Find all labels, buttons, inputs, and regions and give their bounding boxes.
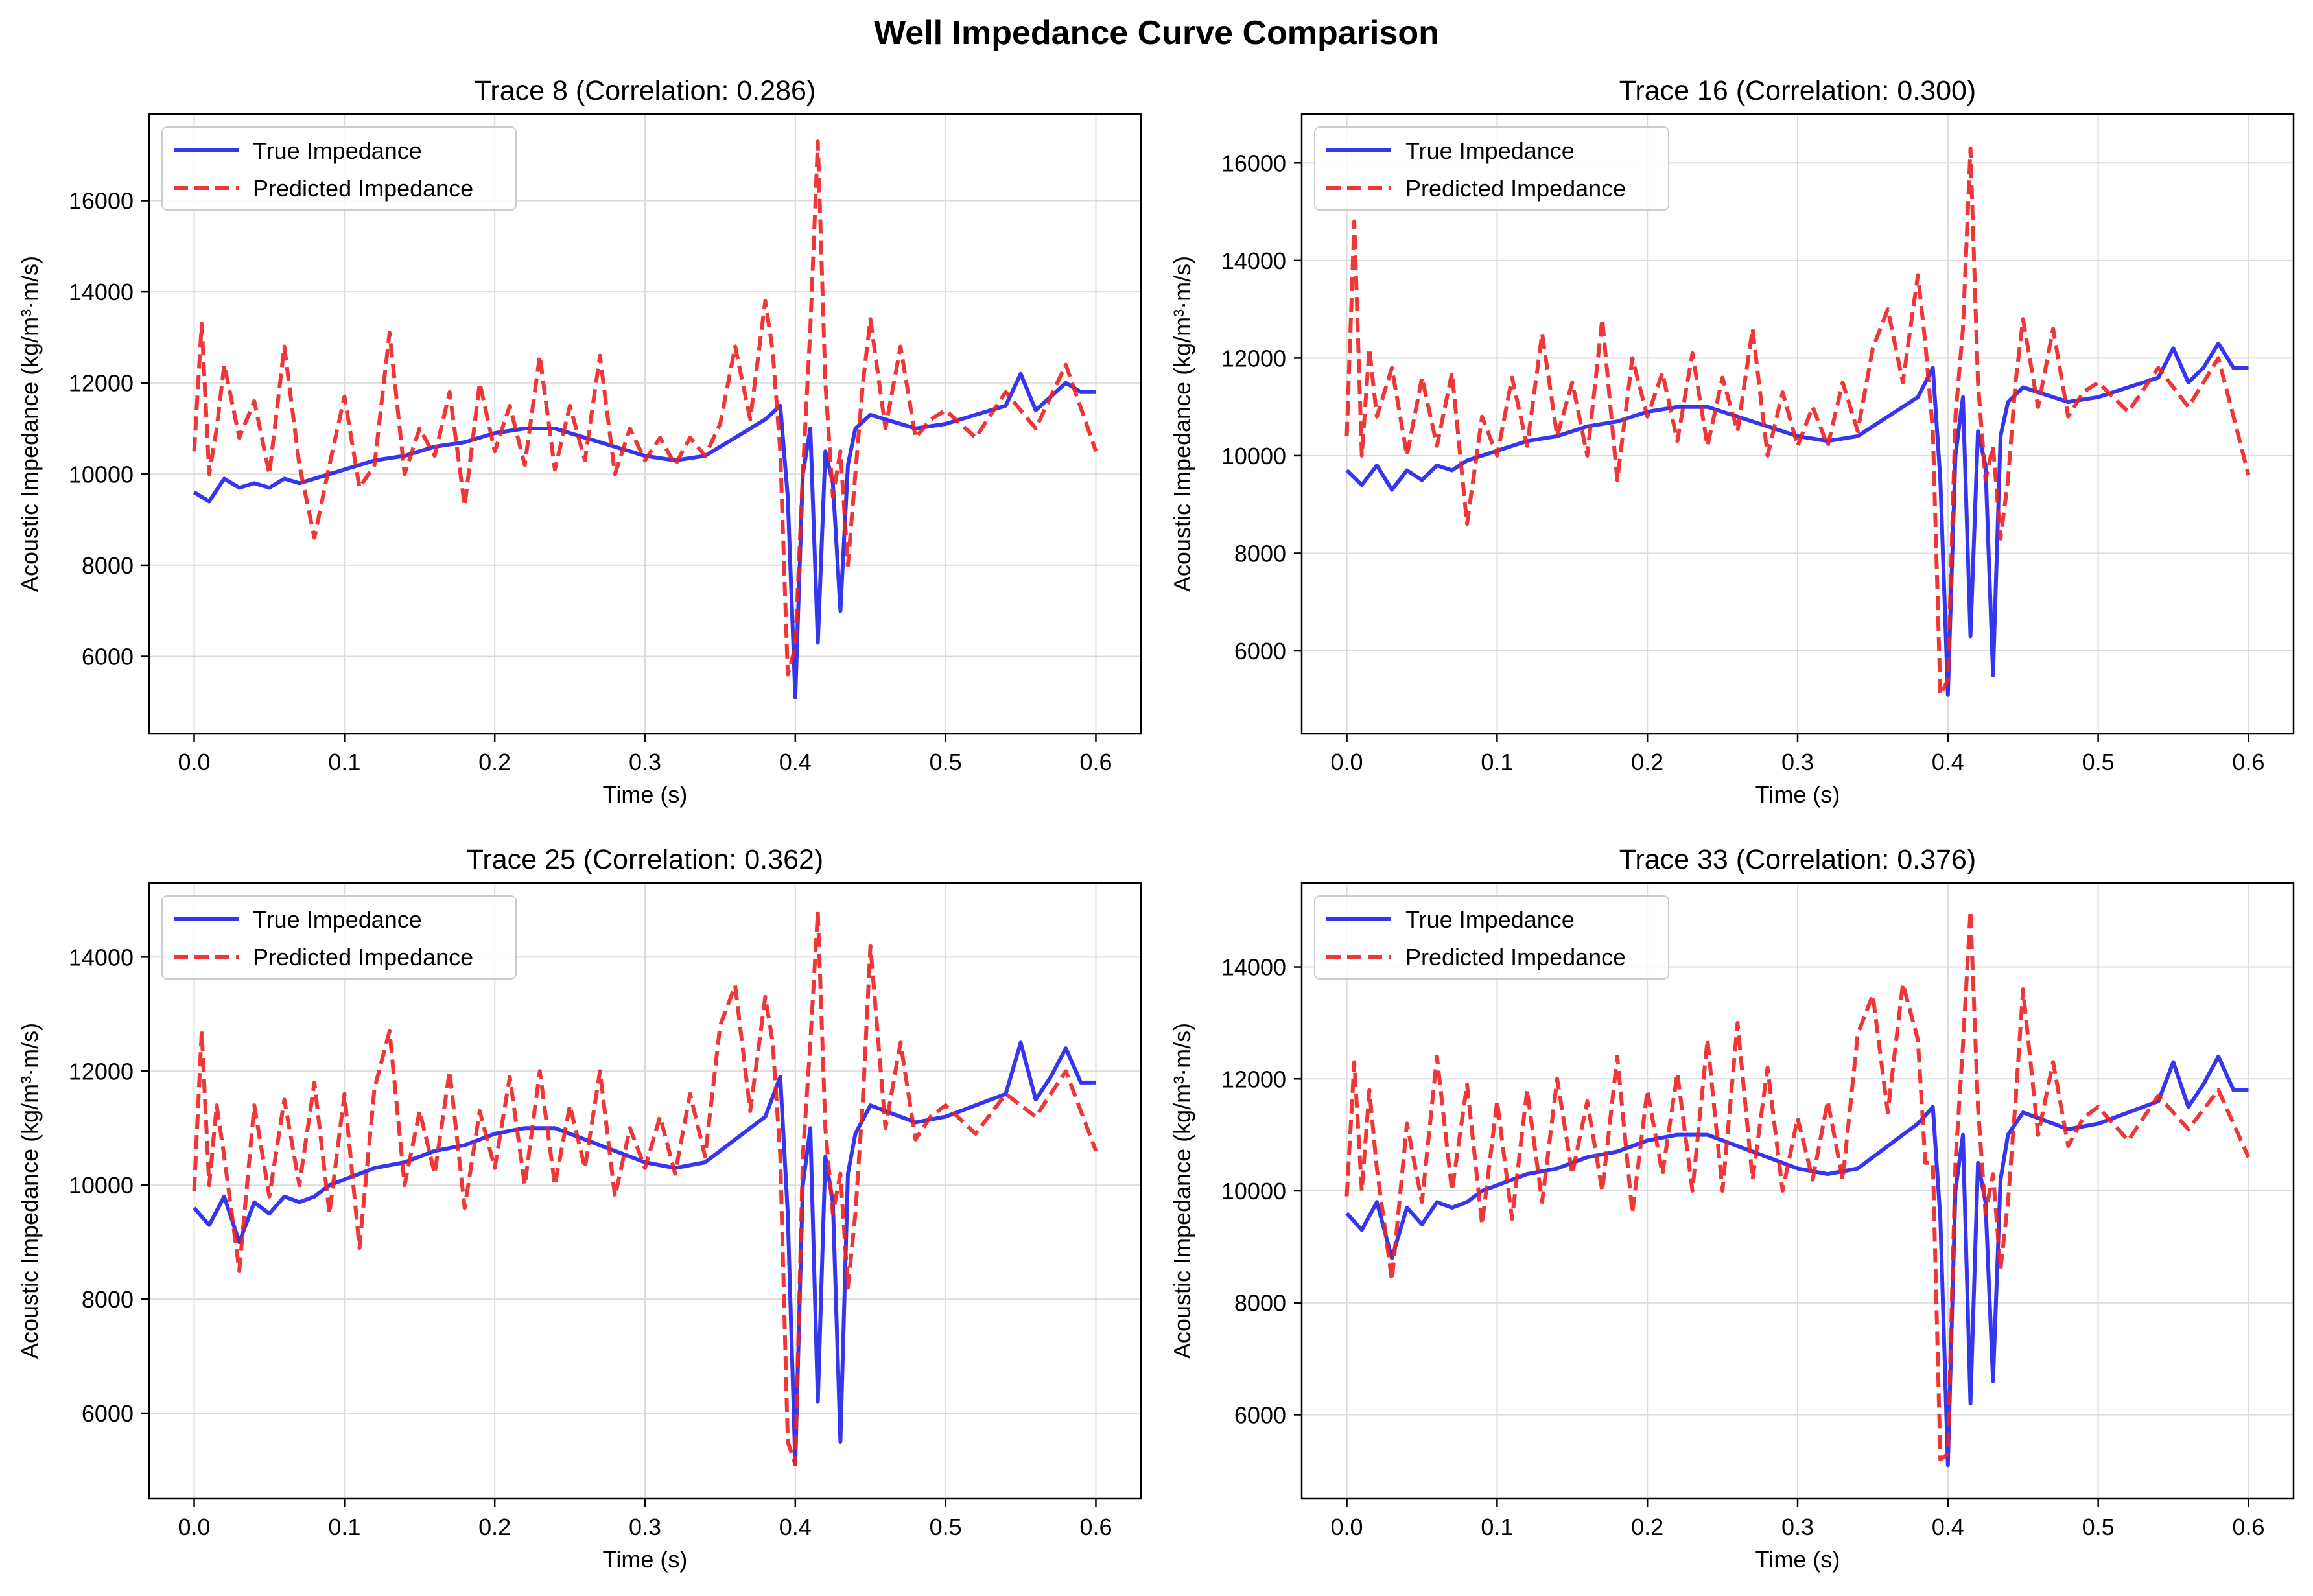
y-axis-label: Acoustic Impedance (kg/m³·m/s) (1169, 1023, 1195, 1359)
y-tick-label: 6000 (1234, 1402, 1286, 1428)
x-tick-label: 0.5 (930, 1514, 962, 1540)
y-tick-label: 12000 (1221, 345, 1286, 371)
x-tick-label: 0.6 (2232, 1514, 2264, 1540)
subplot-4: 0.0 0.1 0.2 0.3 0.4 0.5 0.6 6000 8000 10000 12000 1… (1169, 844, 2295, 1573)
subplot-title: Trace 25 (Correlation: 0.362) (467, 844, 824, 875)
subplot-1: 0.0 0.1 0.2 0.3 0.4 0.5 0.6 6000 8000 10000 12000 1… (16, 75, 1142, 808)
y-tick-label: 14000 (69, 944, 134, 970)
x-tick-label: 0.5 (930, 749, 962, 775)
legend-box (161, 126, 517, 211)
legend: True Impedance Predicted Impedance (161, 126, 517, 211)
true-impedance-line (193, 371, 1096, 699)
predicted-impedance-line (192, 909, 1098, 1467)
x-tick-label: 0.2 (478, 1514, 511, 1540)
x-tick-label: 0.0 (1331, 1514, 1363, 1540)
x-tick-label: 0.1 (328, 1514, 360, 1540)
x-axis-label: Time (s) (603, 781, 688, 808)
y-axis-label: Acoustic Impedance (kg/m³·m/s) (16, 1023, 43, 1359)
x-tick-label: 0.4 (779, 1514, 812, 1540)
subplot-grid: 0.0 0.1 0.2 0.3 0.4 0.5 0.6 6000 8000 10000 12000 1… (16, 75, 2295, 1573)
y-tick-label: 12000 (69, 370, 134, 397)
x-tick-label: 0.2 (1631, 1514, 1663, 1540)
x-tick-label: 0.6 (1079, 749, 1112, 775)
x-tick-label: 0.0 (178, 1514, 211, 1540)
x-tick-label: 0.4 (1932, 1514, 1964, 1540)
y-axis-label: Acoustic Impedance (kg/m³·m/s) (1169, 256, 1195, 592)
x-tick-label: 0.1 (1481, 749, 1513, 775)
x-axis-label: Time (s) (1755, 781, 1840, 808)
predicted-impedance-line (192, 139, 1098, 677)
true-impedance-line (1345, 1054, 2249, 1468)
legend-label: Predicted Impedance (1405, 944, 1626, 970)
y-tick-label: 14000 (1221, 248, 1286, 274)
subplot-title: Trace 33 (Correlation: 0.376) (1619, 844, 1977, 875)
subplot-2: 0.0 0.1 0.2 0.3 0.4 0.5 0.6 6000 8000 10000 12000 1… (1169, 75, 2295, 808)
legend: True Impedance Predicted Impedance (1314, 126, 1669, 211)
legend: True Impedance Predicted Impedance (1314, 895, 1669, 980)
y-tick-label: 12000 (1221, 1066, 1286, 1092)
x-tick-label: 0.6 (1079, 1514, 1112, 1540)
true-impedance-line (193, 1040, 1096, 1467)
x-axis-label: Time (s) (603, 1546, 688, 1573)
x-tick-label: 0.5 (2082, 749, 2115, 775)
x-tick-label: 0.1 (1481, 1514, 1513, 1540)
predicted-impedance-line (1344, 909, 2251, 1462)
y-tick-label: 8000 (1234, 1290, 1286, 1317)
legend-label: Predicted Impedance (253, 175, 473, 202)
legend-label: True Impedance (253, 906, 422, 933)
x-tick-label: 0.2 (1631, 749, 1663, 775)
x-tick-label: 0.0 (1331, 749, 1363, 775)
y-tick-label: 14000 (69, 279, 134, 305)
y-tick-label: 6000 (82, 1400, 134, 1427)
true-impedance-line (1345, 341, 2249, 697)
x-tick-label: 0.2 (478, 749, 511, 775)
y-tick-label: 10000 (1221, 1178, 1286, 1204)
legend-label: True Impedance (253, 137, 422, 164)
y-tick-label: 6000 (82, 644, 134, 670)
legend: True Impedance Predicted Impedance (161, 895, 517, 980)
y-tick-label: 16000 (1221, 150, 1286, 176)
subplot-title: Trace 8 (Correlation: 0.286) (475, 75, 816, 106)
y-tick-label: 6000 (1234, 638, 1286, 664)
x-tick-label: 0.3 (629, 1514, 661, 1540)
subplot-title: Trace 16 (Correlation: 0.300) (1619, 75, 1977, 106)
y-tick-label: 14000 (1221, 954, 1286, 981)
legend-label: Predicted Impedance (253, 944, 473, 970)
y-tick-label: 8000 (1234, 540, 1286, 567)
y-tick-label: 12000 (69, 1058, 134, 1085)
figure-title: Well Impedance Curve Comparison (874, 14, 1439, 52)
predicted-impedance-line (1344, 146, 2251, 697)
legend-label: Predicted Impedance (1405, 175, 1626, 202)
x-tick-label: 0.1 (328, 749, 360, 775)
x-axis-label: Time (s) (1755, 1546, 1840, 1573)
x-tick-label: 0.4 (779, 749, 812, 775)
x-tick-label: 0.3 (1781, 749, 1814, 775)
x-tick-label: 0.5 (2082, 1514, 2115, 1540)
legend-box (1314, 895, 1669, 980)
y-tick-label: 16000 (69, 188, 134, 215)
y-tick-label: 10000 (1221, 443, 1286, 469)
legend-label: True Impedance (1405, 906, 1575, 933)
x-tick-label: 0.0 (178, 749, 211, 775)
y-tick-label: 10000 (69, 461, 134, 487)
y-tick-label: 8000 (82, 1286, 134, 1313)
y-tick-label: 10000 (69, 1172, 134, 1199)
y-axis-label: Acoustic Impedance (kg/m³·m/s) (16, 256, 43, 592)
legend-label: True Impedance (1405, 137, 1575, 164)
legend-box (161, 895, 517, 980)
x-tick-label: 0.3 (1781, 1514, 1814, 1540)
x-tick-label: 0.4 (1932, 749, 1964, 775)
y-tick-label: 8000 (82, 552, 134, 579)
x-tick-label: 0.6 (2232, 749, 2264, 775)
x-tick-label: 0.3 (629, 749, 661, 775)
legend-box (1314, 126, 1669, 211)
subplot-3: 0.0 0.1 0.2 0.3 0.4 0.5 0.6 6000 8000 10000 12000 1… (16, 844, 1142, 1573)
